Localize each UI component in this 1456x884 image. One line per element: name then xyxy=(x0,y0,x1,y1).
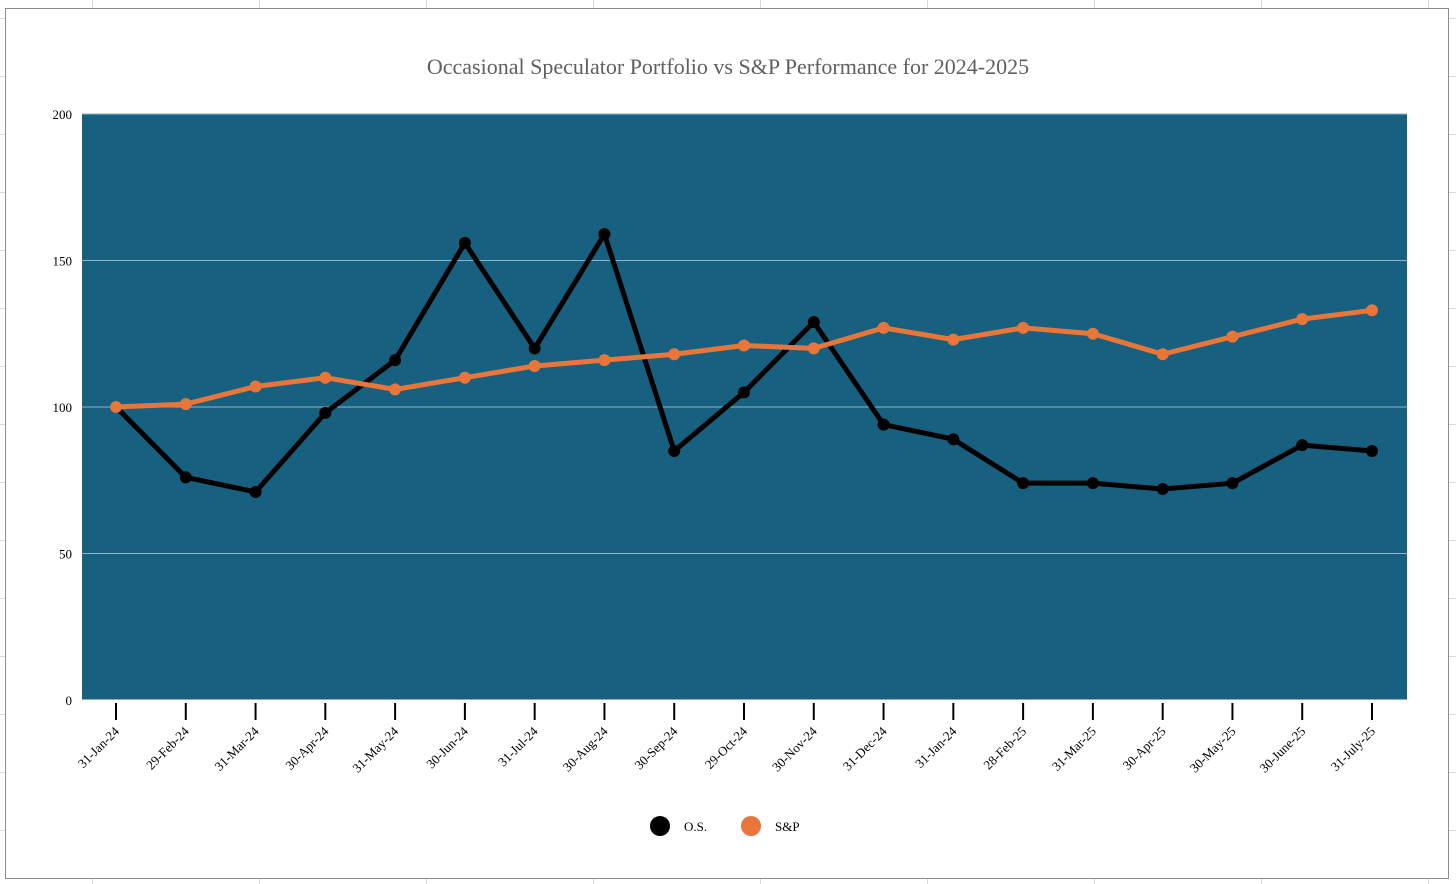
y-tick-label: 0 xyxy=(66,693,73,708)
y-tick-label: 100 xyxy=(53,400,73,415)
data-point xyxy=(249,485,262,498)
data-point xyxy=(1296,313,1309,326)
data-point xyxy=(319,406,332,419)
data-point xyxy=(1366,304,1378,317)
data-point xyxy=(947,433,960,446)
y-tick-label: 200 xyxy=(53,107,73,122)
series-layer xyxy=(110,228,1378,498)
y-tick-label: 50 xyxy=(59,547,72,562)
data-point xyxy=(528,342,541,355)
x-tick-label: 30-Sep-24 xyxy=(631,723,680,772)
data-point xyxy=(1086,327,1099,340)
data-point xyxy=(389,354,402,367)
data-point xyxy=(249,380,262,393)
data-point xyxy=(458,236,471,249)
x-tick-label: 30-Nov-24 xyxy=(769,723,820,774)
y-tick-label: 150 xyxy=(53,254,73,269)
data-point xyxy=(1156,483,1169,496)
x-tick-label: 31-July-25 xyxy=(1328,724,1378,774)
data-point xyxy=(738,339,750,352)
x-tick-label: 31-Jul-24 xyxy=(495,723,541,769)
x-tick-label: 31-Mar-25 xyxy=(1049,724,1099,774)
x-tick-label: 30-Aug-24 xyxy=(560,723,611,774)
data-point xyxy=(1226,477,1239,490)
x-tick-label: 30-Apr-24 xyxy=(282,723,332,773)
data-point xyxy=(1366,444,1378,457)
legend-label: S&P xyxy=(775,819,800,834)
data-point xyxy=(668,444,681,457)
data-point xyxy=(738,386,750,399)
data-point xyxy=(598,228,611,241)
x-tick-label: 30-June-25 xyxy=(1256,724,1308,776)
data-point xyxy=(319,371,332,384)
data-point xyxy=(458,371,471,384)
data-point xyxy=(1226,330,1239,343)
gridlines xyxy=(82,113,1407,554)
data-point xyxy=(528,359,541,372)
x-tick-label: 30-Apr-25 xyxy=(1120,724,1169,773)
x-tick-label: 31-Mar-24 xyxy=(211,723,262,774)
data-point xyxy=(598,354,611,367)
data-point xyxy=(877,418,890,431)
data-point xyxy=(179,398,192,411)
x-tick-label: 29-Oct-24 xyxy=(702,723,751,772)
chart-title: Occasional Speculator Portfolio vs S&P P… xyxy=(427,54,1029,79)
data-point xyxy=(1296,439,1309,452)
x-tick-label: 31-Jan-24 xyxy=(75,723,123,771)
data-point xyxy=(110,401,122,413)
legend: O.S. S&P xyxy=(650,816,800,836)
data-point xyxy=(668,348,681,361)
x-tick-label: 31-Jan-24 xyxy=(912,723,960,771)
data-point xyxy=(179,471,192,484)
data-point xyxy=(389,383,402,396)
data-point xyxy=(1017,321,1030,334)
legend-label: O.S. xyxy=(684,819,707,834)
x-tick-label: 31-Dec-24 xyxy=(840,723,890,773)
x-tick-label: 31-May-24 xyxy=(349,723,401,775)
data-point xyxy=(947,333,960,346)
data-point xyxy=(807,316,820,329)
data-point xyxy=(1156,348,1169,361)
x-tick-label: 30-May-25 xyxy=(1187,724,1239,776)
legend-marker xyxy=(741,816,761,836)
data-point xyxy=(807,342,820,355)
data-point xyxy=(877,321,890,334)
x-tick-label: 30-Jun-24 xyxy=(423,723,471,771)
data-point xyxy=(1017,477,1030,490)
legend-marker xyxy=(650,816,670,836)
x-tick-label: 28-Feb-25 xyxy=(980,724,1029,773)
data-point xyxy=(1086,477,1099,490)
x-tick-label: 29-Feb-24 xyxy=(143,723,192,772)
